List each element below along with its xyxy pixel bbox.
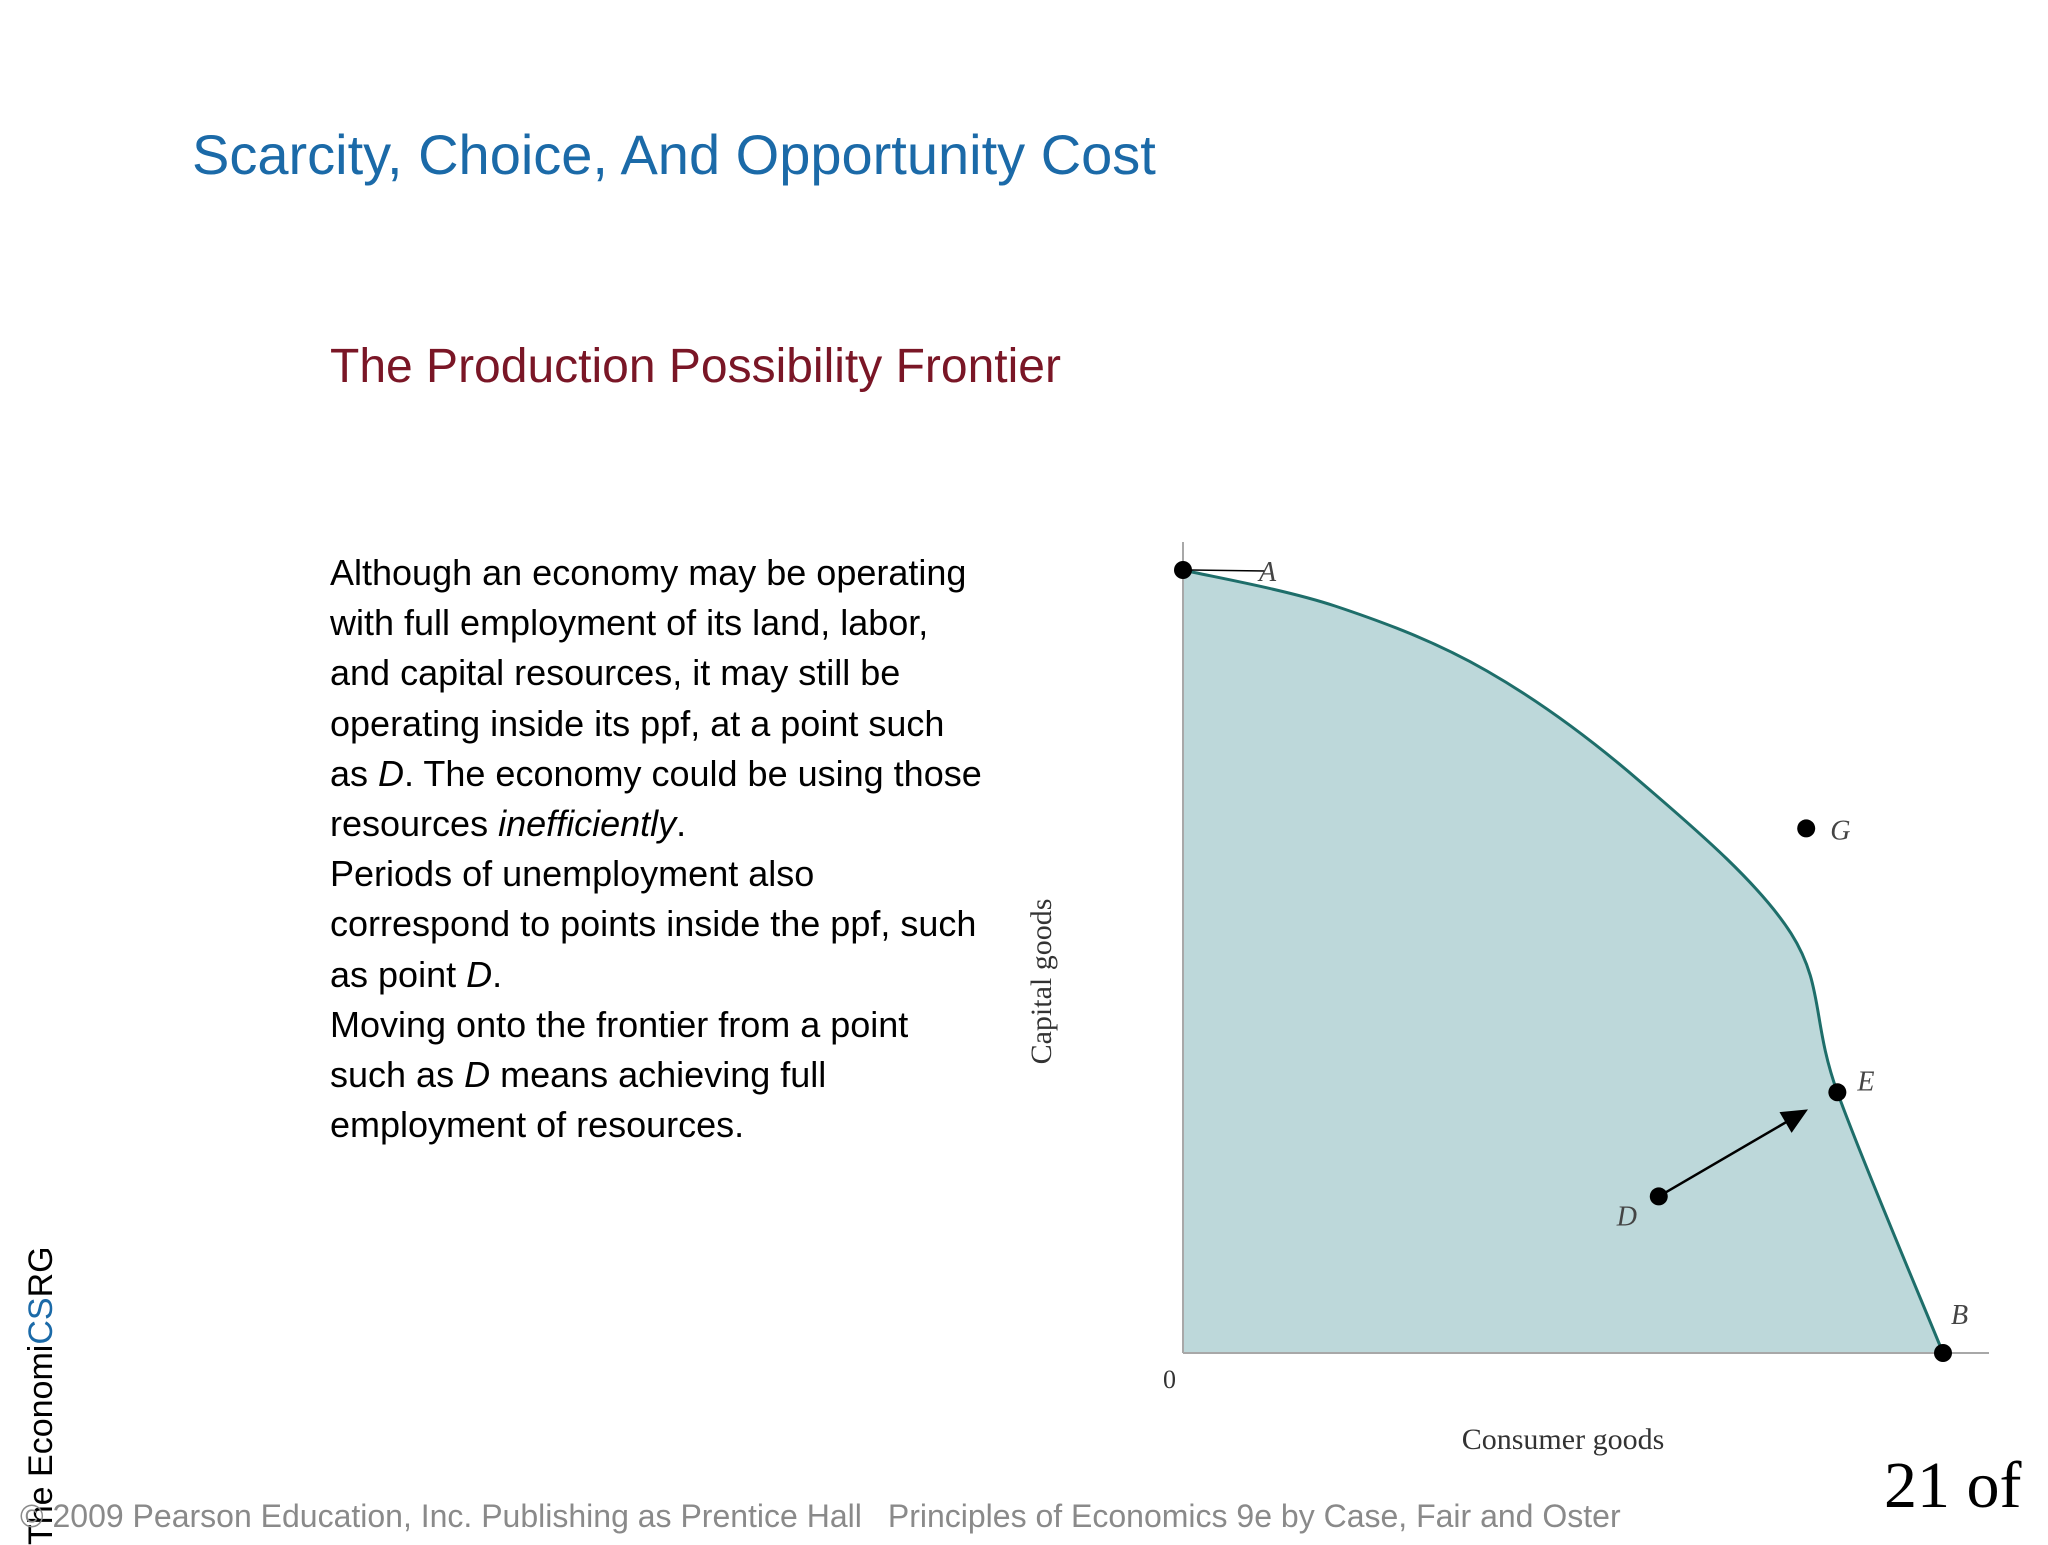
point-b-marker	[1934, 1344, 1952, 1362]
point-b-label: B	[1951, 1300, 1968, 1331]
side-book-label: The EconomiCSRG	[22, 1246, 60, 1545]
point-d-reference: D	[464, 1054, 491, 1096]
point-d-reference: D	[378, 752, 405, 794]
point-e-label: E	[1856, 1066, 1874, 1097]
points-layer: A G E D B	[1174, 557, 1968, 1362]
arrow-d-to-e	[1658, 1116, 1795, 1198]
y-axis-label: Capital goods	[1025, 899, 1058, 1065]
point-g-marker	[1797, 819, 1816, 838]
point-a-label: A	[1257, 557, 1277, 588]
ppf-feasible-region	[1183, 570, 1943, 1353]
point-a-leader-line	[1190, 569, 1266, 572]
body-text: Although an economy may be operating wit…	[330, 548, 990, 1150]
slide-title: Scarcity, Choice, And Opportunity Cost	[192, 123, 1156, 186]
footer: © 2009 Pearson Education, Inc. Publishin…	[20, 1498, 1621, 1535]
x-axis-label: Consumer goods	[1462, 1423, 1665, 1456]
footer-copyright: © 2009 Pearson Education, Inc. Publishin…	[20, 1498, 862, 1534]
point-d-reference: D	[466, 953, 493, 995]
arrow-head	[1779, 1109, 1808, 1133]
point-g-label: G	[1830, 815, 1850, 846]
point-a-marker	[1174, 561, 1192, 579]
paragraph-unemployment: Periods of unemployment also correspond …	[330, 853, 977, 995]
point-d-label: D	[1616, 1201, 1637, 1232]
point-d-marker	[1649, 1187, 1668, 1206]
footer-book: Principles of Economics 9e by Case, Fair…	[887, 1498, 1621, 1534]
emphasis-inefficiently: inefficiently	[498, 803, 677, 845]
origin-label: 0	[1163, 1365, 1176, 1394]
ppf-frontier-curve	[1182, 568, 1945, 1354]
page-number: 21 of	[1884, 1449, 2022, 1522]
paragraph-moving-to-frontier: Moving onto the frontier from a point su…	[330, 1003, 909, 1146]
point-e-marker	[1828, 1083, 1847, 1102]
slide-subtitle: The Production Possibility Frontier	[330, 340, 1061, 393]
paragraph-inefficiency: Although an economy may be operating wit…	[330, 552, 982, 845]
